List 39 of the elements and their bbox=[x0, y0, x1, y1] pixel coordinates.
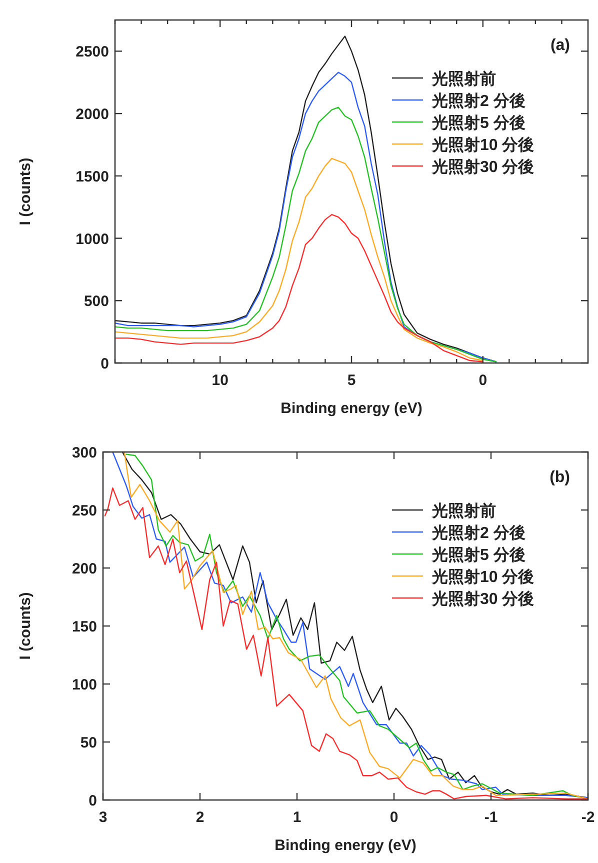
legend-label: 光照射前 bbox=[431, 502, 496, 520]
x-axis-title: Binding energy (eV) bbox=[274, 837, 416, 854]
legend-label: 光照射10 分後 bbox=[431, 136, 534, 154]
y-tick-label: 50 bbox=[80, 734, 97, 752]
y-tick-label: 300 bbox=[72, 444, 97, 462]
x-tick-label: 10 bbox=[212, 372, 228, 389]
y-tick-label: 0 bbox=[88, 792, 97, 810]
x-axis-title: Binding energy (eV) bbox=[280, 400, 422, 417]
y-tick-label: 2500 bbox=[76, 44, 109, 61]
legend-label: 光照射前 bbox=[431, 70, 496, 88]
annotation: (a) bbox=[550, 37, 570, 54]
y-tick-label: 2000 bbox=[76, 106, 109, 124]
annotation: (b) bbox=[550, 469, 570, 486]
x-tick-label: -2 bbox=[581, 809, 595, 826]
legend-label: 光照射30 分後 bbox=[431, 158, 534, 176]
x-tick-label: 1 bbox=[292, 809, 302, 826]
line-series bbox=[115, 214, 484, 362]
y-axis-title: I (counts) bbox=[17, 592, 34, 660]
legend-label: 光照射2 分後 bbox=[431, 92, 526, 110]
y-tick-label: 100 bbox=[72, 676, 97, 694]
x-tick-label: 3 bbox=[98, 809, 108, 826]
legend-label: 光照射10 分後 bbox=[431, 568, 534, 586]
x-tick-label: 0 bbox=[478, 372, 488, 389]
legend-label: 光照射30 分後 bbox=[431, 590, 534, 608]
y-tick-label: 500 bbox=[84, 293, 109, 310]
y-tick-label: 250 bbox=[72, 502, 97, 520]
legend-label: 光照射5 分後 bbox=[431, 114, 526, 132]
y-tick-label: 0 bbox=[100, 356, 109, 372]
y-tick-label: 1000 bbox=[76, 230, 109, 248]
y-tick-label: 200 bbox=[72, 560, 97, 578]
x-tick-label: -1 bbox=[484, 809, 498, 826]
legend-label: 光照射2 分後 bbox=[431, 524, 526, 542]
legend-label: 光照射5 分後 bbox=[431, 546, 526, 564]
x-tick-label: 5 bbox=[347, 372, 356, 389]
y-axis-title: I (counts) bbox=[17, 158, 34, 226]
y-tick-label: 1500 bbox=[76, 168, 109, 186]
y-tick-label: 150 bbox=[72, 618, 97, 636]
x-tick-label: 0 bbox=[390, 809, 398, 826]
x-tick-label: 2 bbox=[196, 809, 204, 826]
